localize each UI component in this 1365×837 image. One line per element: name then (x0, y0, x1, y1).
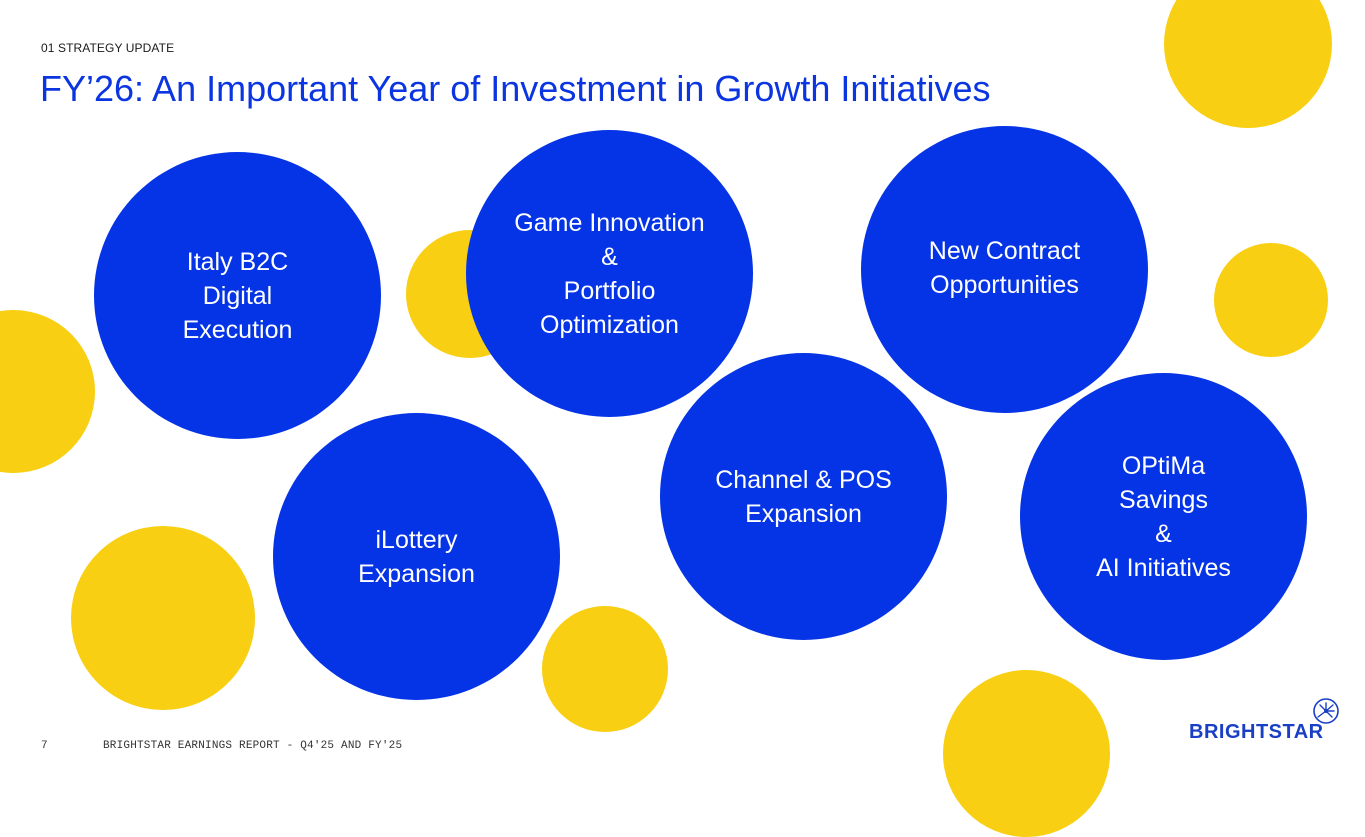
initiative-label-line: & (601, 242, 618, 271)
page-number: 7 (41, 740, 48, 752)
initiative-bubble-channel-pos: Channel & POS Expansion (660, 353, 947, 640)
page-title: FY’26: An Important Year of Investment i… (40, 68, 991, 109)
report-name: BRIGHTSTAR EARNINGS REPORT - Q4'25 AND F… (103, 740, 403, 752)
initiative-label-line: iLottery (375, 525, 458, 554)
initiative-label: Game Innovation & Portfolio Optimization (514, 206, 704, 342)
star-burst-icon (1313, 698, 1339, 724)
initiative-label: Channel & POS Expansion (715, 463, 892, 531)
decorative-dot-bottom-left (71, 526, 255, 710)
decorative-dot-bottom-right (943, 670, 1110, 837)
initiative-label-line: New Contract (928, 237, 1081, 265)
initiative-label-line: Optimization (540, 310, 679, 339)
initiative-label-line: & (1155, 519, 1172, 548)
initiative-label-line: Italy B2C (186, 247, 289, 276)
initiative-label: New Contract Opportunities (929, 234, 1080, 302)
initiative-label-line: Portfolio (563, 276, 656, 305)
initiative-label-line: OPtiMa (1121, 451, 1206, 480)
decorative-dot-left-edge (0, 310, 95, 473)
initiative-label-line: AI Initiatives (1096, 553, 1231, 582)
initiative-label: OPtiMa Savings & AI Initiatives (1096, 449, 1231, 585)
initiative-bubble-optima: OPtiMa Savings & AI Initiatives (1020, 373, 1307, 660)
initiative-label: iLottery Expansion (358, 523, 475, 591)
initiative-label-line: Channel & POS (715, 465, 892, 494)
initiative-label: Italy B2C Digital Execution (183, 245, 293, 347)
initiative-bubble-game-innovation: Game Innovation & Portfolio Optimization (466, 130, 753, 417)
initiative-label-line: Expansion (745, 499, 862, 528)
initiative-label-line: Expansion (358, 559, 475, 588)
decorative-dot-bottom-center (542, 606, 668, 732)
initiative-bubble-italy-b2c: Italy B2C Digital Execution (94, 152, 381, 439)
initiative-label-line: Execution (182, 315, 293, 344)
section-label: 01 STRATEGY UPDATE (41, 41, 175, 55)
decorative-dot-right (1214, 243, 1328, 357)
initiative-label-line: Game Innovation (514, 208, 705, 237)
brightstar-logo: BRIGHTSTAR (1189, 697, 1339, 747)
logo-wordmark: BRIGHTSTAR (1189, 721, 1324, 743)
initiative-label-line: Opportunities (930, 271, 1079, 299)
initiative-bubble-ilottery: iLottery Expansion (273, 413, 560, 700)
initiative-label-line: Savings (1119, 485, 1208, 514)
initiative-bubble-new-contract: New Contract Opportunities (861, 126, 1148, 413)
decorative-dot-top-right (1164, 0, 1332, 128)
initiative-label-line: Digital (202, 281, 273, 310)
